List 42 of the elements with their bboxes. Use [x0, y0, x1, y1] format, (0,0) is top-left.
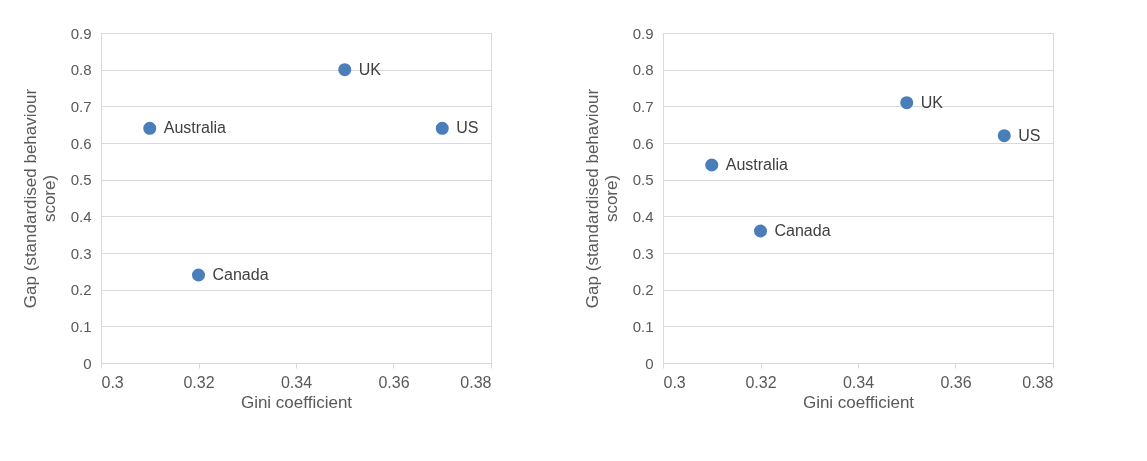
annotation: US — [1018, 126, 1041, 144]
y-tick-label: 0 — [645, 354, 654, 372]
y-tick-label: 0.1 — [70, 317, 92, 335]
x-tick-label: 0.3 — [663, 373, 686, 391]
y-tick-label: 0.7 — [70, 97, 92, 115]
annotation: UK — [358, 60, 382, 78]
y-tick-label: 0.4 — [632, 207, 654, 225]
y-tick-label: 0.8 — [632, 61, 654, 79]
annotation: UK — [920, 93, 944, 111]
y-tick-label: 0.5 — [70, 171, 92, 189]
x-tick-label: 0.38 — [460, 373, 492, 391]
y-tick-label: 0 — [83, 354, 92, 372]
y-tick-label: 0.8 — [70, 61, 92, 79]
y-tick-label: 0.3 — [70, 244, 92, 262]
x-tick-label: 0.36 — [378, 373, 410, 391]
x-tick-label: 0.32 — [183, 373, 215, 391]
y-tick-label: 0.4 — [70, 207, 92, 225]
y-tick-label: 0.6 — [632, 134, 654, 152]
x-tick-label: 0.32 — [745, 373, 777, 391]
x-tick-label: 0.3 — [101, 373, 124, 391]
x-axis-title: Gini coefficient — [240, 392, 353, 412]
y-tick-label: 0.7 — [632, 97, 654, 115]
x-tick-label: 0.34 — [842, 373, 875, 391]
y-tick-label: 0.3 — [632, 244, 654, 262]
x-tick-label: 0.38 — [1022, 373, 1054, 391]
x-tick-label: 0.36 — [940, 373, 972, 391]
annotation: Canada — [212, 266, 269, 283]
annotation: Australia — [725, 156, 789, 173]
annotation: Australia — [163, 119, 227, 137]
annotation: US — [456, 119, 479, 137]
y-tick-label: 0.9 — [632, 24, 654, 42]
x-tick-label: 0.34 — [280, 373, 313, 391]
y-tick-label: 0.5 — [632, 171, 654, 189]
y-tick-label: 0.9 — [70, 24, 92, 42]
annotation: Canada — [774, 222, 831, 239]
y-tick-label: 0.2 — [632, 281, 654, 299]
x-axis-title: Gini coefficient — [802, 392, 915, 412]
y-tick-label: 0.6 — [70, 134, 92, 152]
y-axis-title: Gap (standardised behaviour score) — [20, 88, 59, 309]
y-tick-label: 0.2 — [70, 281, 92, 299]
y-axis-title: Gap (standardised behaviour score) — [582, 88, 621, 309]
y-tick-label: 0.1 — [632, 317, 654, 335]
